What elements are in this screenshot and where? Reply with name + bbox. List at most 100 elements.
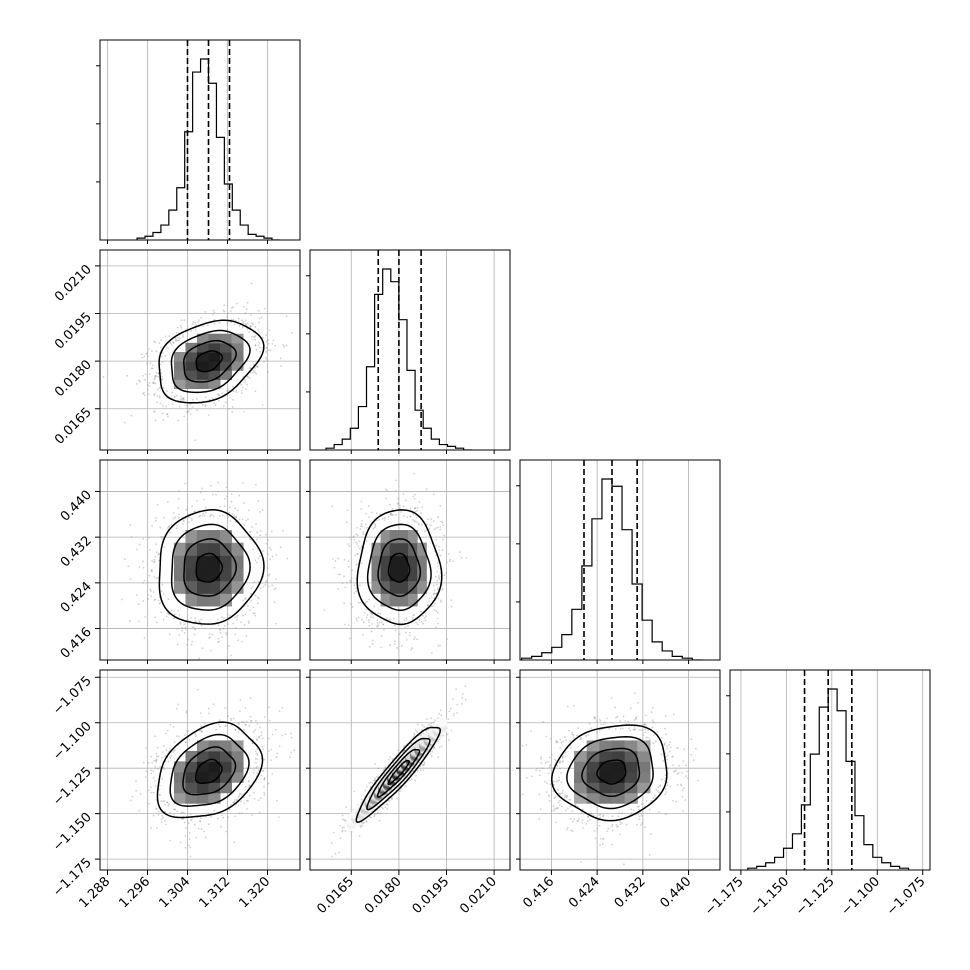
scatter-point	[419, 610, 422, 613]
scatter-point	[160, 372, 163, 374]
density-cell	[220, 782, 233, 794]
density-cell	[398, 542, 409, 556]
scatter-point	[354, 554, 357, 557]
scatter-point	[342, 826, 345, 829]
scatter-point	[200, 624, 203, 627]
scatter-point	[142, 375, 144, 377]
scatter-point	[377, 767, 380, 770]
scatter-point	[580, 738, 582, 741]
scatter-point	[430, 722, 433, 725]
density-cell	[208, 542, 221, 556]
scatter-point	[203, 498, 206, 501]
scatter-point	[448, 560, 451, 562]
scatter-point	[256, 538, 258, 541]
scatter-point	[249, 372, 252, 374]
scatter-point	[173, 396, 176, 398]
scatter-point	[124, 558, 127, 561]
scatter-point	[598, 718, 601, 721]
x-tick-label: 0.432	[612, 874, 649, 911]
scatter-point	[571, 731, 573, 734]
scatter-point	[664, 793, 667, 796]
density-cell	[371, 580, 382, 594]
scatter-point	[625, 823, 628, 826]
scatter-point	[354, 590, 357, 593]
x-tick-label: 0.424	[566, 874, 603, 911]
scatter-point	[180, 398, 183, 401]
scatter-point	[268, 329, 271, 332]
x-tick-label: −1.100	[838, 874, 883, 919]
scatter-point	[278, 745, 281, 748]
scatter-point	[174, 516, 176, 519]
density-cell	[612, 761, 626, 773]
scatter-point	[619, 823, 622, 826]
scatter-point	[280, 365, 283, 368]
scatter-point	[633, 719, 636, 721]
scatter-point	[264, 583, 267, 586]
scatter-point	[240, 392, 243, 395]
scatter-point	[258, 341, 261, 344]
scatter-point	[184, 827, 187, 829]
scatter-point	[436, 580, 439, 582]
scatter-point	[384, 765, 387, 768]
scatter-point	[239, 792, 241, 795]
scatter-point	[208, 633, 211, 635]
scatter-point	[657, 786, 659, 789]
scatter-point	[437, 587, 440, 589]
scatter-point	[284, 733, 287, 736]
scatter-point	[270, 530, 273, 533]
scatter-point	[671, 756, 673, 758]
scatter-point	[241, 721, 244, 723]
density-cell	[624, 792, 638, 804]
scatter-point	[160, 590, 163, 593]
scatter-point	[238, 812, 241, 815]
scatter-point	[654, 794, 656, 797]
panel-border	[99, 669, 301, 871]
scatter-point	[149, 588, 152, 591]
scatter-point	[531, 775, 533, 778]
scatter-point	[389, 756, 391, 759]
density-cell	[231, 568, 244, 582]
scatter-point	[343, 602, 346, 605]
scatter-point	[266, 567, 269, 569]
scatter-point	[161, 815, 163, 817]
scatter-point	[436, 565, 439, 568]
scatter-point	[658, 791, 661, 794]
scatter-point	[224, 724, 227, 727]
scatter-point	[180, 319, 183, 322]
scatter-point	[177, 497, 180, 500]
y-tick-label: 0.0180	[52, 357, 95, 400]
scatter-point	[169, 723, 172, 726]
scatter-point	[161, 351, 164, 354]
scatter-point	[390, 512, 392, 515]
scatter-point	[606, 717, 608, 720]
scatter-point	[218, 725, 221, 728]
scatter-point	[153, 558, 156, 561]
scatter-point	[553, 809, 555, 812]
density-cell	[196, 542, 209, 556]
scatter-point	[462, 693, 464, 695]
scatter-point	[333, 566, 336, 569]
density-cell	[208, 593, 221, 607]
scatter-point	[652, 797, 655, 799]
scatter-point	[643, 724, 645, 726]
scatter-point	[675, 747, 678, 750]
scatter-point	[154, 382, 157, 385]
scatter-point	[665, 813, 668, 816]
scatter-point	[254, 366, 256, 369]
scatter-point	[217, 624, 220, 627]
scatter-point	[281, 734, 283, 737]
scatter-point	[650, 711, 653, 714]
scatter-point	[559, 761, 561, 764]
scatter-point	[668, 743, 671, 746]
scatter-point	[400, 511, 403, 513]
density-cell	[208, 740, 221, 752]
scatter-point	[374, 526, 376, 529]
scatter-point	[576, 819, 579, 822]
scatter-point	[242, 482, 244, 484]
scatter-point	[208, 637, 210, 639]
scatter-point	[190, 519, 193, 522]
scatter-point	[228, 511, 231, 514]
scatter-point	[432, 605, 435, 608]
density-cell	[417, 555, 427, 569]
scatter-point	[561, 757, 564, 760]
